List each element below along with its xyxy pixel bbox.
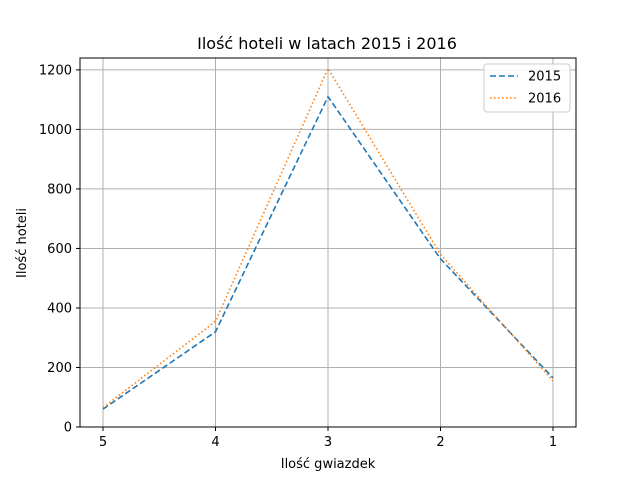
y-tick-label: 600 bbox=[47, 242, 72, 257]
y-axis-label: Ilość hoteli bbox=[15, 208, 30, 278]
series-line-2016 bbox=[102, 66, 554, 409]
x-tick-label: 5 bbox=[99, 435, 107, 450]
chart-title: Ilość hoteli w latach 2015 i 2016 bbox=[197, 34, 457, 53]
legend-box bbox=[483, 63, 571, 113]
x-tick-label: 3 bbox=[324, 435, 332, 450]
y-tick-label: 0 bbox=[64, 421, 72, 436]
y-tick-label: 200 bbox=[47, 361, 72, 376]
y-tick-label: 1000 bbox=[39, 123, 72, 138]
x-axis-label: Ilość gwiazdek bbox=[281, 457, 376, 472]
y-tick-label: 400 bbox=[47, 301, 72, 316]
y-tick-label: 800 bbox=[47, 182, 72, 197]
y-axis: 0 200 400 600 800 1000 1200 bbox=[39, 63, 80, 436]
y-tick-label: 1200 bbox=[39, 63, 72, 78]
x-axis: 5 4 3 2 1 bbox=[99, 427, 557, 450]
legend-label: 2016 bbox=[528, 92, 561, 107]
x-tick-label: 4 bbox=[211, 435, 219, 450]
legend-label: 2015 bbox=[528, 70, 561, 85]
x-tick-label: 1 bbox=[549, 435, 557, 450]
x-tick-label: 2 bbox=[436, 435, 444, 450]
grid bbox=[80, 58, 576, 428]
series-line-2015 bbox=[102, 95, 554, 410]
series-layer bbox=[102, 66, 554, 410]
legend: 2015 2016 bbox=[483, 63, 571, 113]
